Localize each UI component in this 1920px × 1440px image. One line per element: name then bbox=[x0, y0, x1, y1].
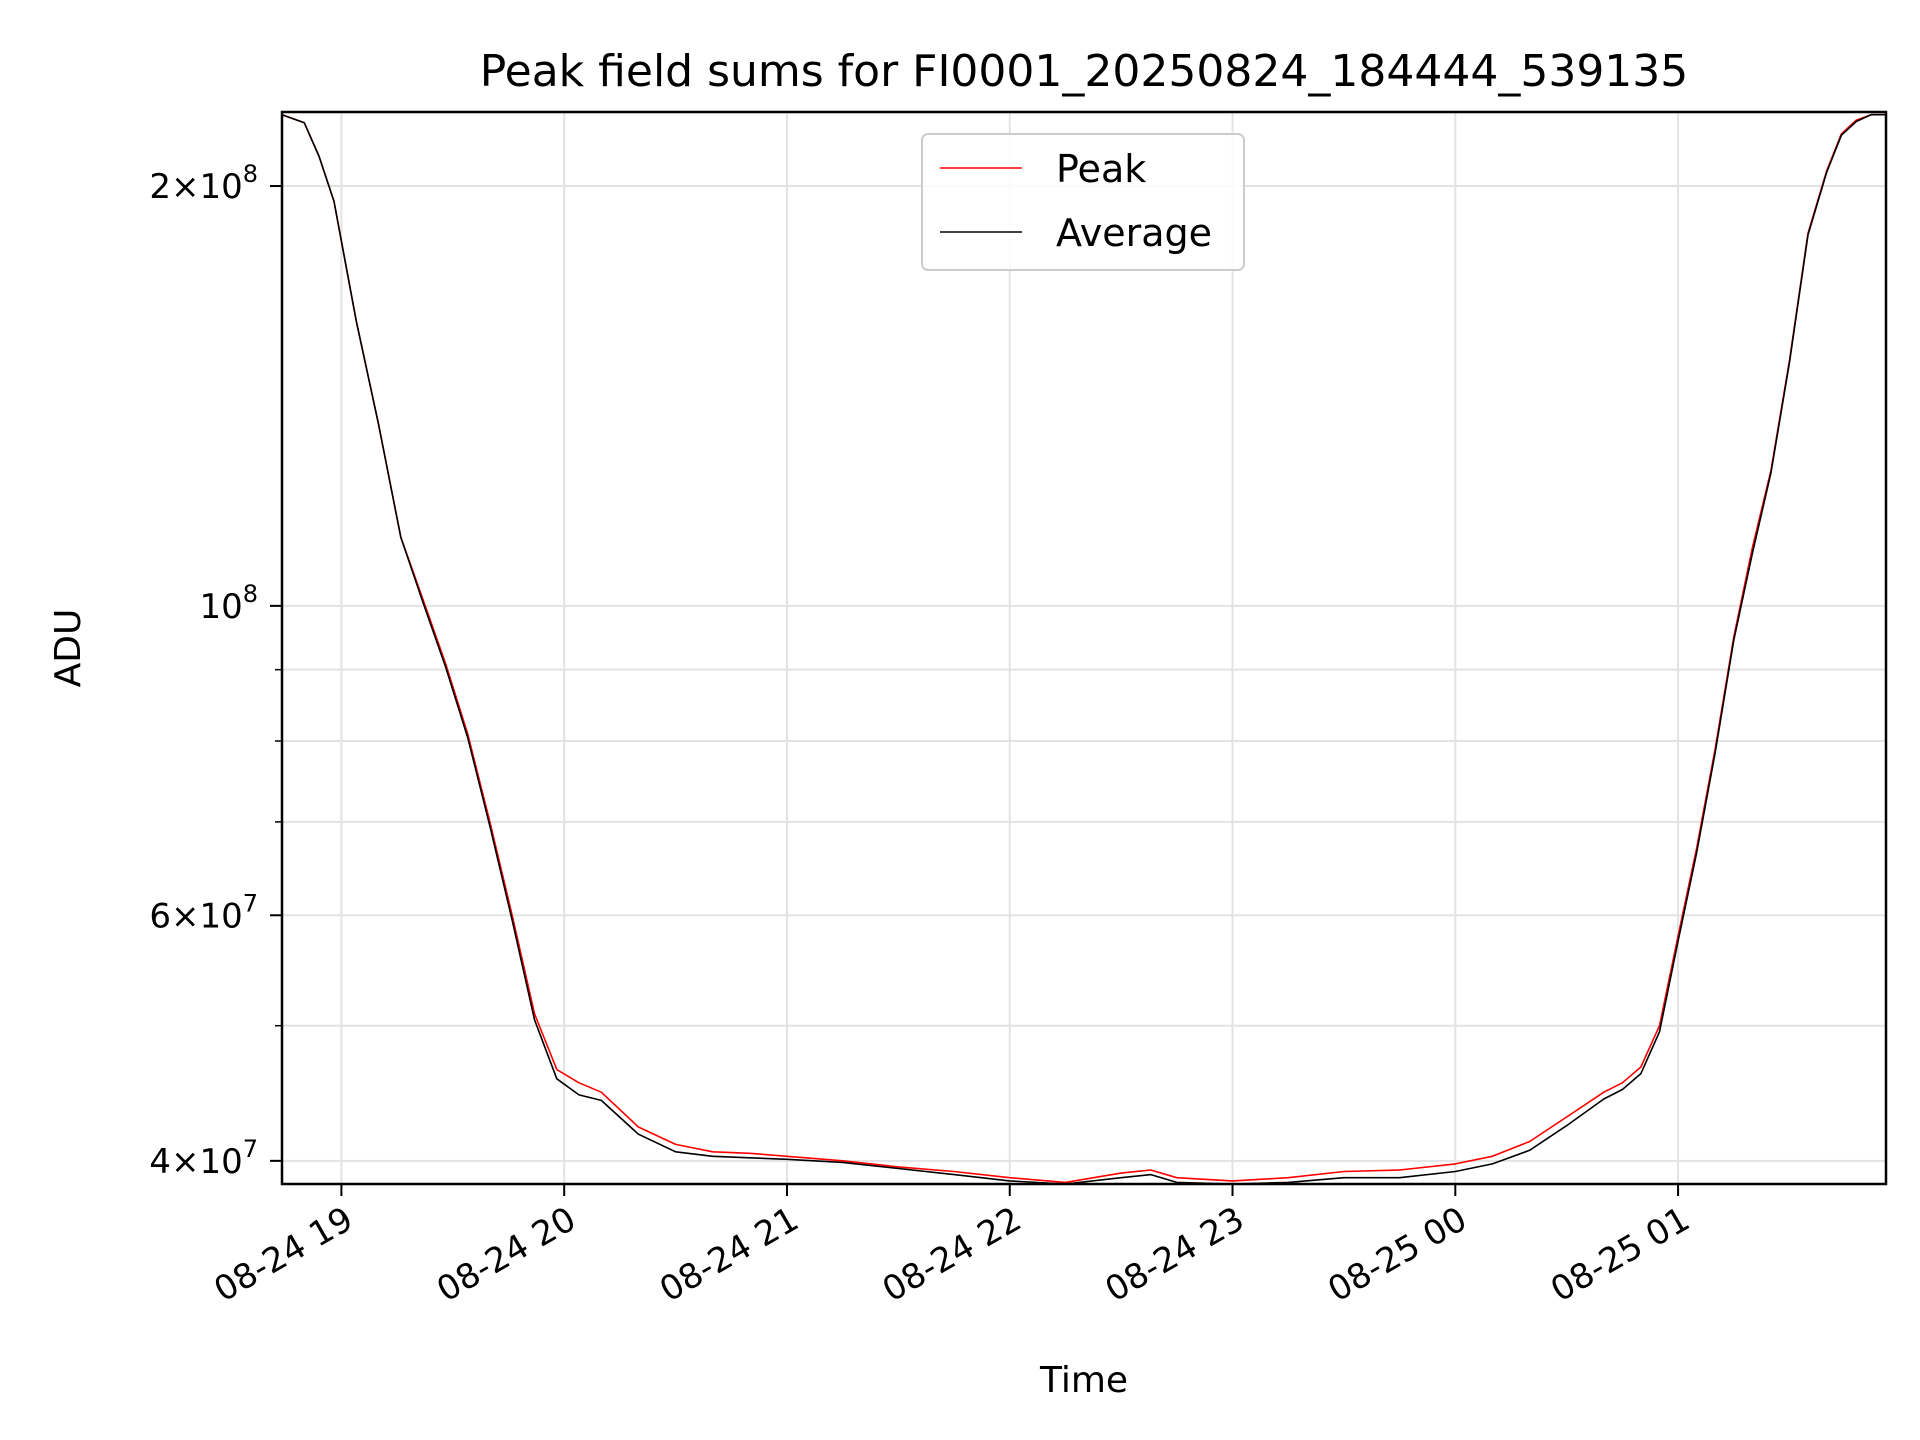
x-axis-label: Time bbox=[1039, 1360, 1128, 1401]
y-tick-label: 4×107 bbox=[149, 1135, 258, 1182]
y-tick-label: 6×107 bbox=[149, 889, 258, 936]
y-tick-label: 2×108 bbox=[149, 160, 258, 207]
plot-frame bbox=[280, 110, 1888, 1186]
chart-title: Peak field sums for FI0001_20250824_1844… bbox=[480, 46, 1689, 97]
y-axis-label: ADU bbox=[48, 609, 89, 688]
series-group bbox=[281, 113, 1886, 1185]
y-tick-label: 108 bbox=[199, 580, 258, 627]
series-line-average bbox=[281, 113, 1886, 1185]
legend-label-peak: Peak bbox=[1056, 147, 1146, 191]
legend: Peak Average bbox=[921, 133, 1245, 271]
legend-label-average: Average bbox=[1056, 211, 1212, 255]
